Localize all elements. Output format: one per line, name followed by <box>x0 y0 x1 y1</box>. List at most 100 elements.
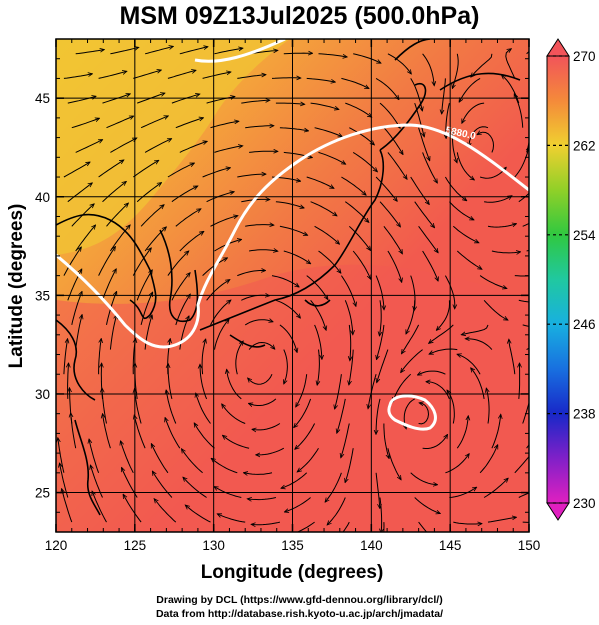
streamline <box>167 70 196 79</box>
chart-title: MSM 09Z13Jul2025 (500.0hPa) <box>119 2 480 30</box>
streamline <box>349 324 350 360</box>
streamline <box>279 225 307 235</box>
y-axis: 25 30 35 40 45 <box>35 38 529 533</box>
streamline <box>317 349 319 385</box>
streamline <box>237 174 265 178</box>
streamline <box>248 498 277 500</box>
streamline <box>206 192 234 203</box>
streamline <box>526 118 529 153</box>
streamline <box>101 364 102 399</box>
streamline <box>410 472 437 485</box>
y-tick-label: 40 <box>35 190 50 205</box>
streamline <box>237 75 265 79</box>
streamline <box>414 201 435 228</box>
streamline <box>132 248 151 276</box>
streamline <box>393 373 412 401</box>
streamline <box>196 393 211 424</box>
streamline <box>505 49 516 79</box>
streamline <box>179 232 204 252</box>
streamline <box>314 127 342 137</box>
x-tick-label: 150 <box>518 538 541 553</box>
streamline <box>342 521 350 532</box>
streamline <box>271 78 300 79</box>
streamline <box>133 161 158 178</box>
streamline <box>375 275 384 310</box>
streamline <box>144 227 166 252</box>
credit-data: Data from http://database.rish.kyoto-u.a… <box>155 608 444 620</box>
streamline <box>522 401 529 424</box>
streamline <box>471 368 485 399</box>
colorbar: 270 262 254 246 238 230 <box>546 38 596 521</box>
streamline <box>179 47 208 55</box>
streamline <box>487 517 516 523</box>
streamline <box>437 300 451 330</box>
streamline <box>491 251 520 253</box>
streamline <box>106 203 129 227</box>
streamline <box>522 222 529 227</box>
streamline <box>245 225 273 227</box>
streamline <box>414 102 425 136</box>
streamline <box>154 499 177 523</box>
streamline <box>344 300 353 334</box>
y-tick-label: 35 <box>35 288 50 303</box>
streamline <box>514 456 529 474</box>
streamline <box>387 250 402 282</box>
x-tick-label: 135 <box>281 538 304 553</box>
streamline <box>212 459 238 474</box>
streamline <box>295 423 316 450</box>
streamline <box>249 398 277 406</box>
streamline <box>71 292 82 326</box>
streamline <box>214 48 243 55</box>
colorbar-tick-label: 246 <box>573 317 596 332</box>
streamline <box>252 423 281 430</box>
streamline <box>284 349 288 384</box>
streamline <box>318 53 347 57</box>
streamline <box>281 472 308 488</box>
streamline <box>479 275 506 289</box>
streamline <box>383 522 385 532</box>
streamline <box>383 423 389 459</box>
streamline <box>279 324 297 352</box>
streamline <box>380 300 382 335</box>
streamline <box>459 77 481 101</box>
streamline <box>249 250 277 251</box>
streamline <box>422 435 448 449</box>
streamline <box>514 94 524 128</box>
streamline <box>418 226 438 252</box>
grid-lines <box>56 39 529 532</box>
streamline <box>375 77 399 99</box>
streamline <box>186 505 211 523</box>
streamline <box>442 78 446 113</box>
streamline <box>89 439 100 473</box>
streamline <box>140 116 168 129</box>
streamline <box>166 390 177 424</box>
streamline <box>214 487 242 498</box>
cold-region <box>56 39 290 255</box>
streamline <box>325 472 342 502</box>
streamline <box>345 102 371 117</box>
streamline <box>144 47 173 55</box>
streamline <box>75 315 82 350</box>
streamline <box>471 53 493 77</box>
colorbar-tick-label: 262 <box>573 138 596 153</box>
streamline <box>518 192 529 203</box>
streamline <box>244 473 273 475</box>
streamline <box>121 441 134 474</box>
streamline <box>522 324 529 327</box>
streamline <box>165 418 181 449</box>
streamline <box>451 127 457 163</box>
x-tick-label: 145 <box>439 538 462 553</box>
streamline <box>456 416 468 449</box>
colorbar-tick-label: 230 <box>573 496 596 511</box>
streamline <box>252 521 281 525</box>
streamline <box>375 472 380 508</box>
streamline <box>456 250 481 269</box>
streamline <box>144 139 171 153</box>
streamline <box>457 354 481 375</box>
streamline <box>477 132 495 153</box>
streamline <box>349 127 374 145</box>
streamline <box>237 270 265 277</box>
streamline <box>296 521 315 532</box>
streamline <box>140 293 152 326</box>
streamline <box>249 151 277 152</box>
